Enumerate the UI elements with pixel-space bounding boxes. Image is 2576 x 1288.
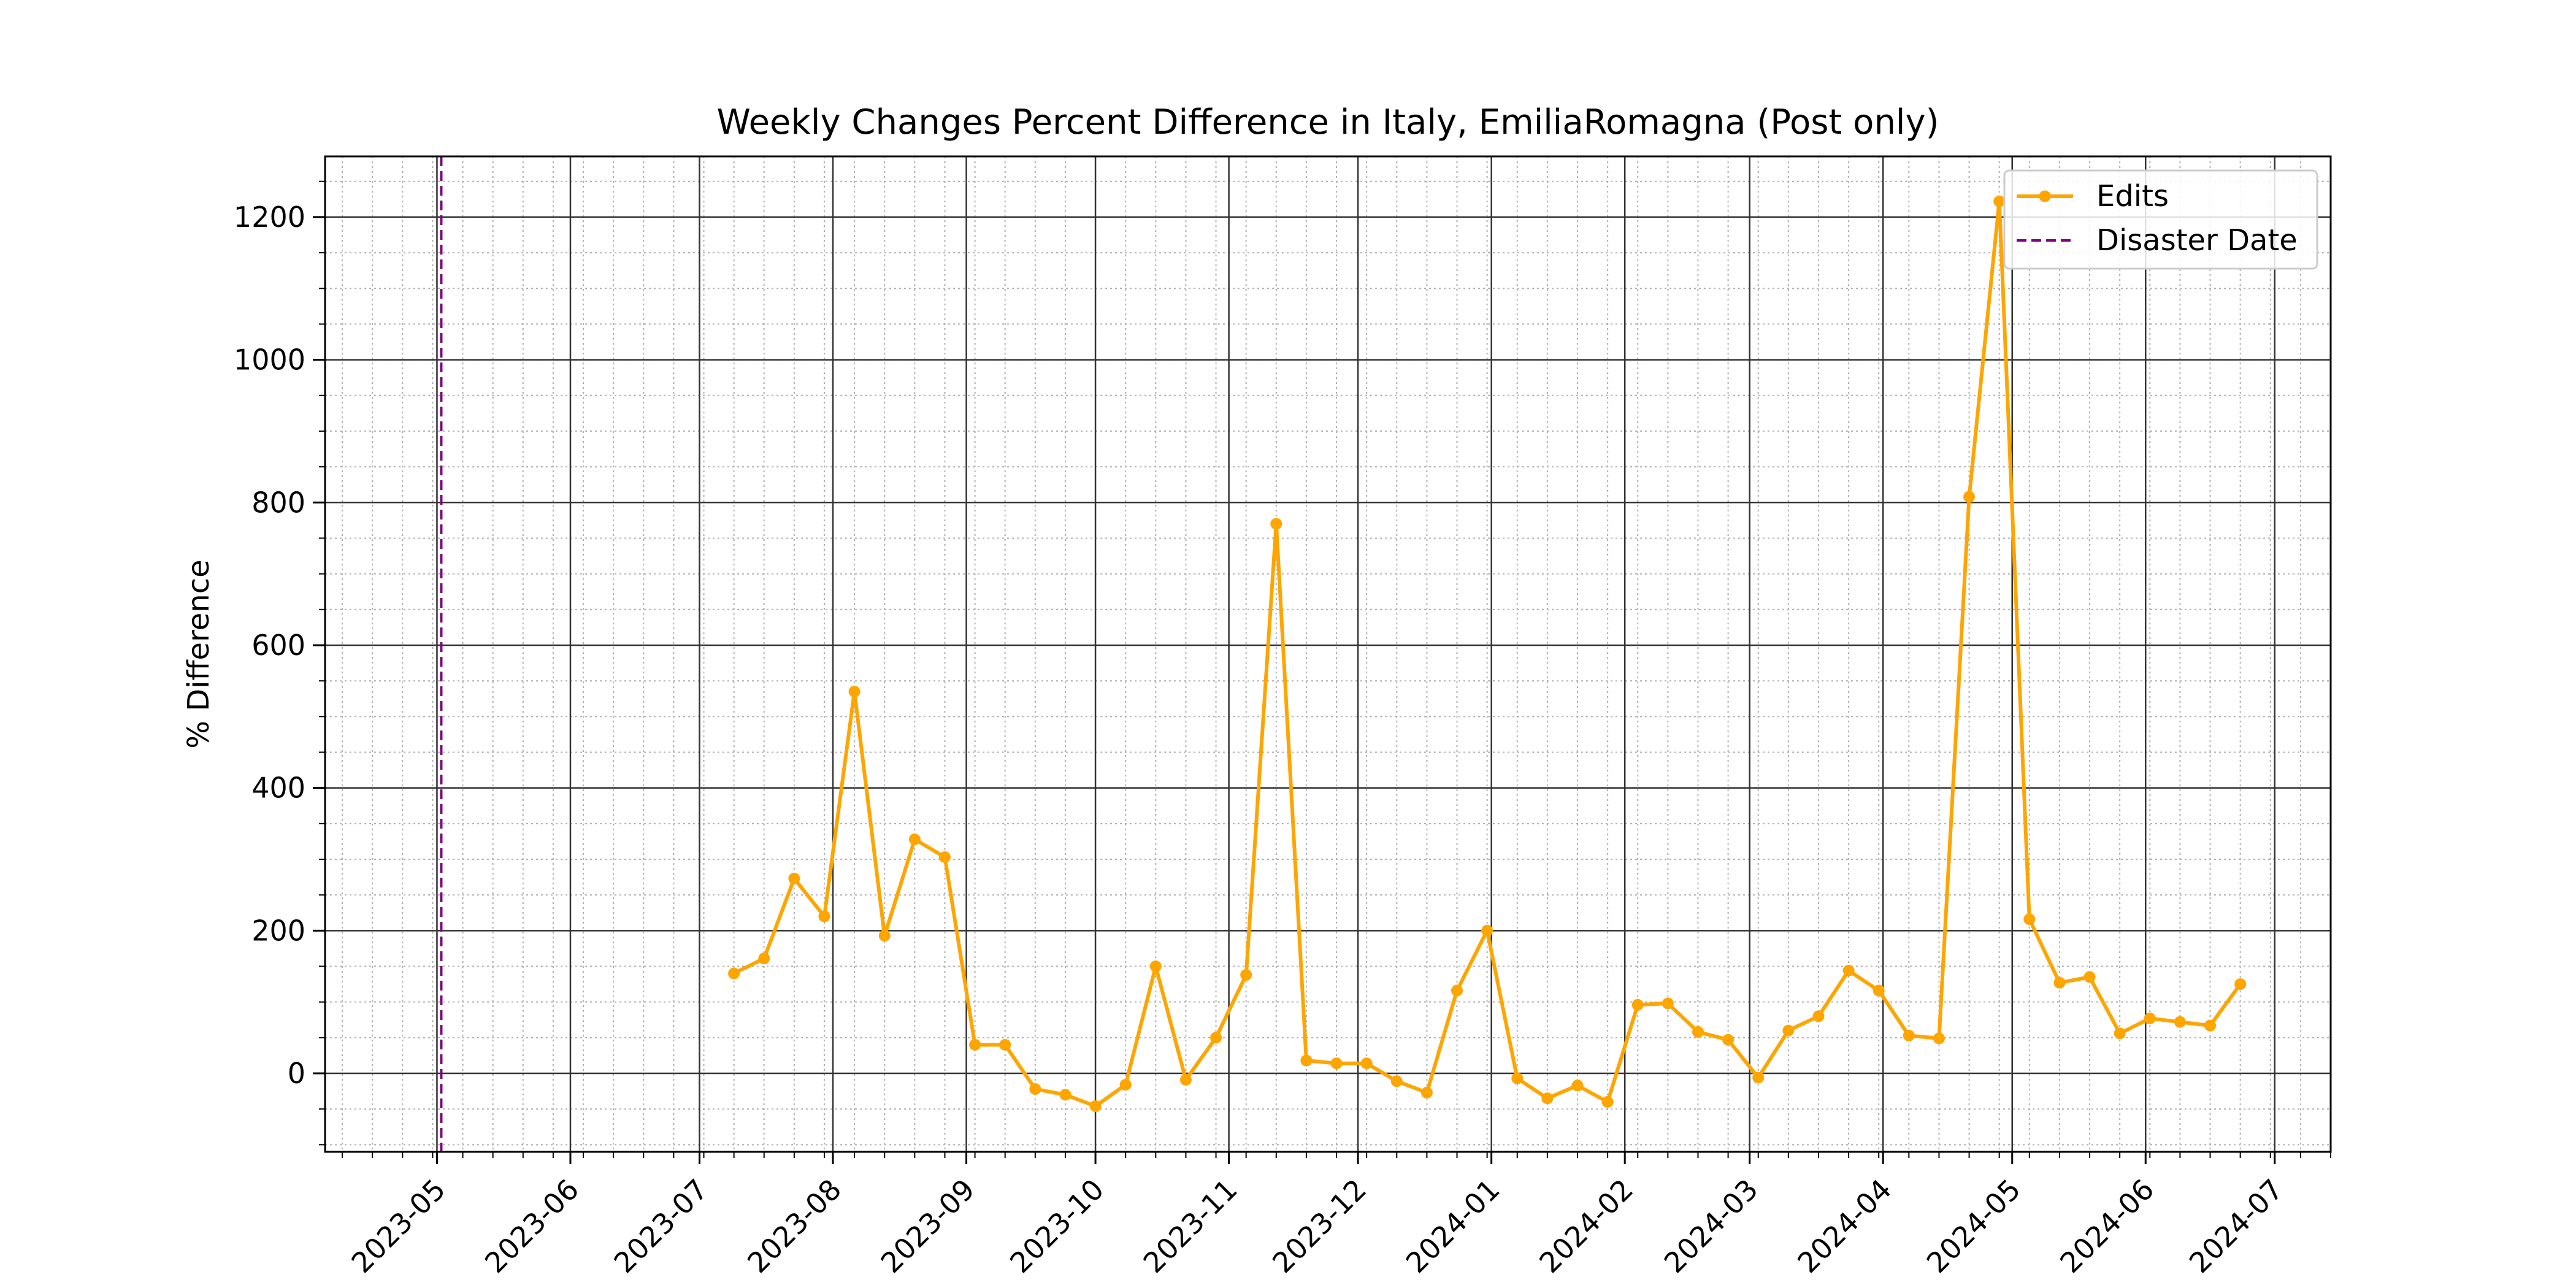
edits-point xyxy=(1360,1057,1373,1070)
x-tick-label: 2024-03 xyxy=(1658,1173,1765,1279)
edits-point xyxy=(818,910,830,922)
edits-point xyxy=(1631,999,1644,1011)
edits-point xyxy=(1420,1086,1433,1098)
x-tick-label: 2023-06 xyxy=(478,1173,585,1279)
edits-point xyxy=(848,686,861,698)
edits-point xyxy=(1933,1032,1945,1045)
x-tick-label: 2023-08 xyxy=(741,1173,848,1279)
edits-point xyxy=(1029,1083,1041,1095)
edits-point xyxy=(1089,1100,1102,1113)
x-tick-label: 2023-10 xyxy=(1003,1173,1110,1279)
edits-point xyxy=(1722,1033,1735,1046)
edits-point xyxy=(788,872,800,884)
x-tick-label: 2023-05 xyxy=(345,1173,451,1279)
edits-point xyxy=(878,929,891,941)
legend-label: Edits xyxy=(2096,179,2169,213)
edits-point xyxy=(1692,1026,1704,1038)
legend-edits-marker xyxy=(2039,190,2051,202)
x-tick-label: 2023-07 xyxy=(608,1173,715,1279)
plot-frame xyxy=(324,155,2332,1153)
edits-point xyxy=(1451,984,1463,997)
legend-box xyxy=(2003,169,2318,270)
edits-point xyxy=(969,1038,981,1051)
edits-point xyxy=(1059,1089,1071,1101)
y-tick-label: 800 xyxy=(251,486,305,519)
edits-point xyxy=(1149,960,1162,973)
edits-point xyxy=(999,1038,1011,1051)
edits-point xyxy=(1571,1079,1584,1092)
edits-point xyxy=(1240,968,1252,981)
edits-point xyxy=(2023,913,2036,926)
x-tick-label: 2024-06 xyxy=(2053,1173,2160,1279)
y-tick-label: 1000 xyxy=(234,343,305,377)
edits-point xyxy=(1119,1079,1132,1091)
edits-point xyxy=(1812,1010,1825,1022)
legend: Edits Disaster Date xyxy=(2003,169,2318,270)
x-tick-label: 2023-11 xyxy=(1137,1173,1244,1279)
major-grid xyxy=(325,156,2331,1152)
edits-point xyxy=(2234,978,2247,991)
edits-point xyxy=(728,967,740,979)
x-tick-label: 2023-09 xyxy=(875,1173,981,1279)
edits-point xyxy=(1300,1054,1313,1067)
chart-title: Weekly Changes Percent Difference in Ita… xyxy=(717,102,1939,142)
legend-label: Disaster Date xyxy=(2096,223,2298,258)
edits-point xyxy=(1662,997,1674,1010)
minor-grid xyxy=(325,156,2331,1152)
y-tick-label: 1200 xyxy=(234,201,305,234)
series-points xyxy=(728,195,2247,1113)
y-tick-label: 0 xyxy=(288,1057,305,1090)
edits-point xyxy=(1511,1072,1524,1084)
y-tick-label: 400 xyxy=(251,772,305,805)
edits-point xyxy=(1541,1092,1554,1105)
x-tick-label: 2023-12 xyxy=(1266,1173,1373,1279)
edits-point xyxy=(1752,1071,1765,1084)
edits-point xyxy=(758,953,770,965)
edits-point xyxy=(1179,1073,1192,1086)
edits-point xyxy=(1903,1029,1915,1041)
edits-point xyxy=(1873,984,1885,997)
y-tick-label: 600 xyxy=(251,629,305,662)
edits-point xyxy=(1481,924,1493,937)
x-tick-label: 2024-05 xyxy=(1920,1173,2027,1279)
edits-point xyxy=(1601,1096,1614,1108)
y-axis-label: % Difference xyxy=(182,559,216,748)
edits-point xyxy=(1842,964,1855,976)
edits-point xyxy=(908,833,921,845)
y-axis-ticks: 0 200 400 600 800 1000 1200 xyxy=(234,180,325,1146)
y-tick-label: 200 xyxy=(251,914,305,947)
x-tick-label: 2024-04 xyxy=(1791,1173,1898,1279)
x-tick-label: 2024-02 xyxy=(1533,1173,1639,1279)
x-tick-label: 2024-01 xyxy=(1400,1173,1506,1279)
edits-point xyxy=(1390,1075,1403,1087)
edits-point xyxy=(1963,491,1976,503)
edits-point xyxy=(2114,1027,2126,1040)
x-axis-ticks: 2023-05 2023-06 2023-07 2023-08 2023-09 2023-… xyxy=(342,1152,2331,1279)
edits-point xyxy=(2174,1016,2186,1028)
edits-point xyxy=(1993,195,2006,207)
edits-point xyxy=(1270,518,1282,530)
edits-point xyxy=(2204,1019,2217,1032)
edits-point xyxy=(2083,971,2096,983)
edits-point xyxy=(1330,1057,1343,1070)
edits-point xyxy=(1782,1024,1795,1037)
edits-point xyxy=(1210,1032,1222,1044)
x-tick-label: 2024-07 xyxy=(2183,1173,2290,1279)
edits-point xyxy=(2144,1012,2156,1024)
edits-point xyxy=(938,851,951,863)
edits-point xyxy=(2053,976,2066,989)
